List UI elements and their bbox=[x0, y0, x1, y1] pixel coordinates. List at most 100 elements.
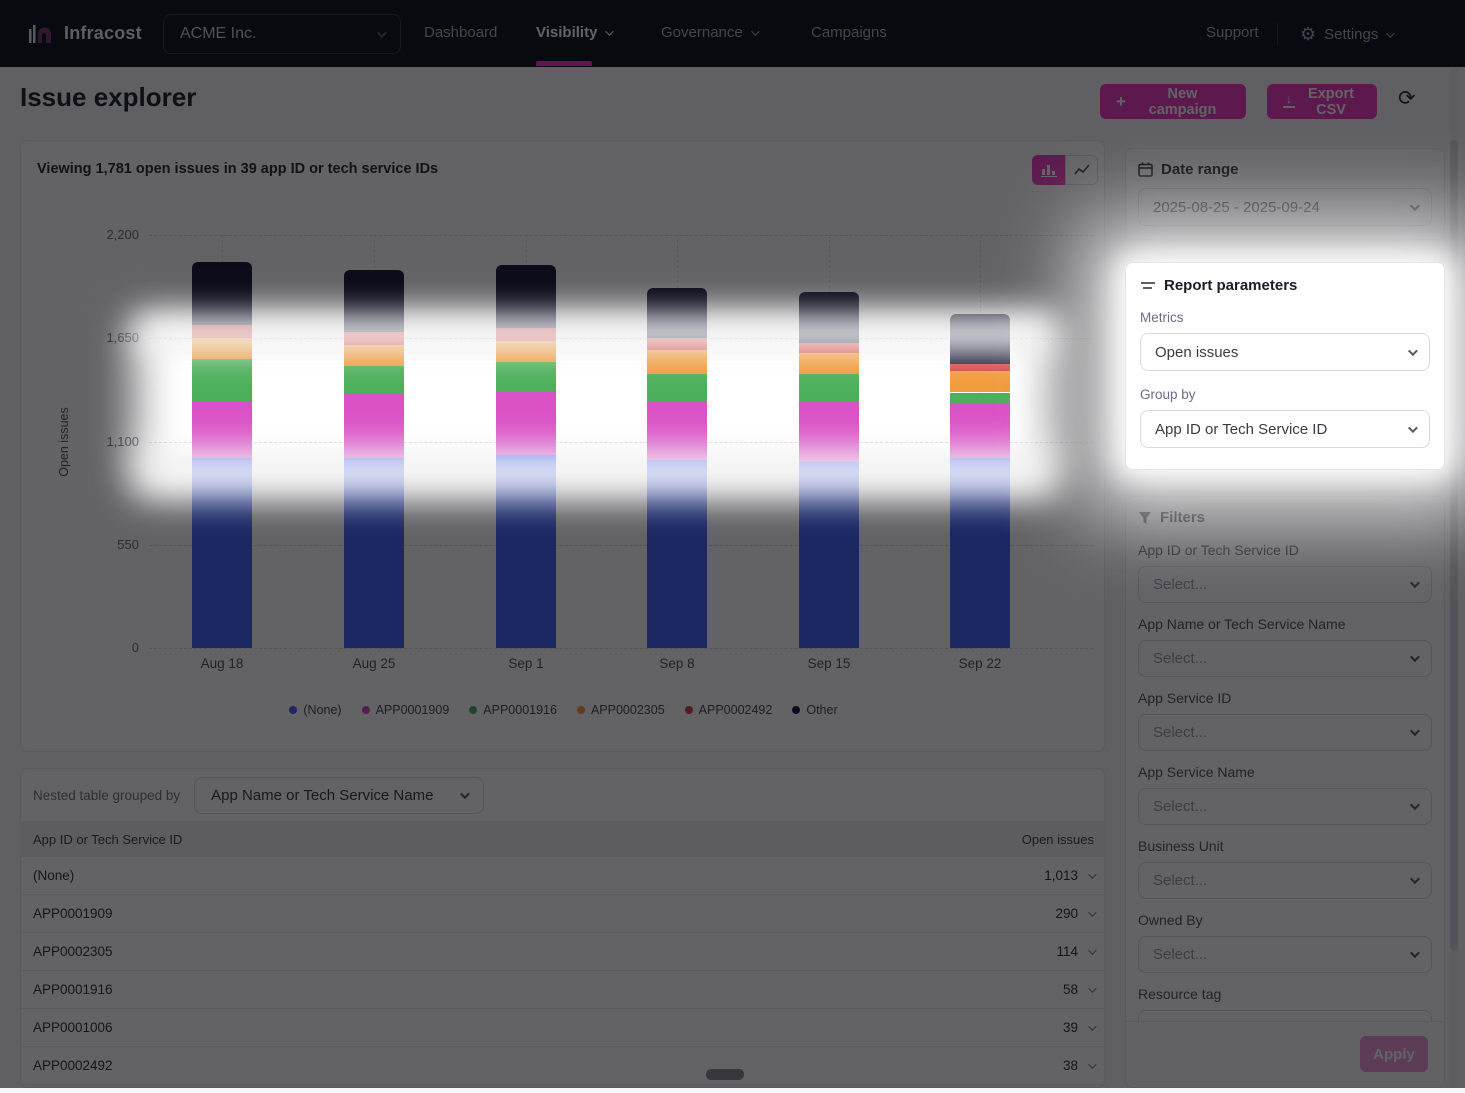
chevron-down-icon bbox=[1409, 948, 1420, 959]
gear-icon: ⚙ bbox=[1300, 24, 1317, 44]
legend-dot bbox=[361, 706, 370, 714]
report-parameters-title-row: Report parameters bbox=[1140, 277, 1430, 294]
table-row[interactable]: (None) 1,013 bbox=[21, 857, 1104, 895]
table-row[interactable]: APP0002492 38 bbox=[21, 1047, 1104, 1085]
nav-item-visibility[interactable]: Visibility bbox=[536, 24, 615, 41]
table-row[interactable]: APP0001916 58 bbox=[21, 971, 1104, 1009]
filter-field-label: App Service ID bbox=[1138, 690, 1232, 706]
export-csv-label: Export CSV bbox=[1308, 85, 1354, 118]
bar-segment bbox=[192, 359, 252, 402]
bar-segment bbox=[344, 394, 404, 458]
row-value: 38 bbox=[1062, 1058, 1078, 1073]
bar-segment bbox=[647, 288, 707, 339]
group-by-select[interactable]: App ID or Tech Service ID bbox=[1140, 410, 1430, 448]
row-expand-chevron-icon[interactable] bbox=[1088, 945, 1097, 955]
legend-item[interactable]: APP0002492 bbox=[684, 703, 772, 717]
gridline bbox=[149, 235, 1093, 236]
nav-item-dashboard[interactable]: Dashboard bbox=[424, 24, 497, 41]
x-axis-tick-label: Sep 1 bbox=[508, 656, 544, 671]
bar-segment bbox=[799, 343, 859, 354]
row-expand-chevron-icon[interactable] bbox=[1088, 869, 1097, 879]
row-value: 58 bbox=[1062, 982, 1078, 997]
filter-select[interactable]: Select... bbox=[1138, 862, 1432, 899]
filter-select[interactable]: Select... bbox=[1138, 936, 1432, 973]
filter-select[interactable]: Select... bbox=[1138, 788, 1432, 825]
bar-segment bbox=[192, 458, 252, 648]
table-row[interactable]: APP0001909 290 bbox=[21, 895, 1104, 933]
filter-select-placeholder: Select... bbox=[1153, 724, 1208, 741]
filter-select[interactable]: Select... bbox=[1138, 714, 1432, 751]
row-value: 39 bbox=[1062, 1020, 1078, 1035]
row-expand-chevron-icon[interactable] bbox=[1088, 983, 1097, 993]
table-row[interactable]: APP0001006 39 bbox=[21, 1009, 1104, 1047]
row-app-id: APP0001909 bbox=[33, 906, 113, 921]
row-value: 290 bbox=[1055, 906, 1078, 921]
bar-segment bbox=[496, 328, 556, 342]
brand-logo[interactable]: Infracost bbox=[28, 21, 142, 47]
calendar-icon bbox=[1138, 162, 1153, 177]
infracost-logo-icon bbox=[29, 24, 51, 43]
legend-dot bbox=[792, 706, 801, 714]
gridline bbox=[149, 648, 1093, 649]
bar-segment bbox=[950, 457, 1010, 648]
bar-segment bbox=[192, 262, 252, 326]
horizontal-scrollbar-thumb[interactable] bbox=[706, 1069, 744, 1080]
nav-item-settings[interactable]: ⚙ Settings bbox=[1300, 24, 1396, 45]
grouped-by-label: Nested table grouped by bbox=[33, 787, 181, 803]
new-campaign-button[interactable]: + New campaign bbox=[1100, 84, 1246, 119]
legend-dot bbox=[469, 706, 478, 714]
nav-item-campaigns[interactable]: Campaigns bbox=[811, 24, 887, 41]
filter-select[interactable]: Select... bbox=[1138, 566, 1432, 603]
nav-item-governance[interactable]: Governance bbox=[661, 24, 760, 41]
legend-item[interactable]: APP0001909 bbox=[361, 703, 449, 717]
filter-select-placeholder: Select... bbox=[1153, 798, 1208, 815]
legend-item[interactable]: APP0001916 bbox=[469, 703, 557, 717]
legend-item[interactable]: (None) bbox=[289, 703, 342, 717]
row-open-issues: 39 bbox=[1062, 1020, 1097, 1035]
bar-segment bbox=[799, 292, 859, 344]
date-range-select[interactable]: 2025-08-25 - 2025-09-24 bbox=[1138, 188, 1432, 226]
grouped-by-select[interactable]: App Name or Tech Service Name bbox=[194, 776, 485, 814]
bar-segment bbox=[799, 374, 859, 403]
filters-title-row: Filters bbox=[1138, 509, 1432, 526]
chart-panel: Viewing 1,781 open issues in 39 app ID o… bbox=[20, 140, 1105, 752]
filter-field: App Service Name Select... bbox=[1138, 764, 1432, 825]
bar-segment bbox=[496, 392, 556, 455]
legend-item[interactable]: APP0002305 bbox=[576, 703, 665, 717]
filter-select[interactable]: Select... bbox=[1138, 640, 1432, 677]
bar-segment bbox=[344, 332, 404, 345]
filter-field-label: App ID or Tech Service ID bbox=[1138, 542, 1299, 558]
x-axis-tick-label: Sep 22 bbox=[958, 656, 1002, 671]
x-axis-tick-label: Sep 8 bbox=[659, 656, 695, 671]
refresh-icon[interactable]: ⟳ bbox=[1398, 87, 1416, 110]
apply-button[interactable]: Apply bbox=[1360, 1036, 1428, 1072]
y-tick-label: 550 bbox=[117, 536, 139, 552]
filter-fields: App ID or Tech Service ID Select... App Na… bbox=[1138, 542, 1432, 1047]
table-row[interactable]: APP0002305 114 bbox=[21, 933, 1104, 971]
bar-segment bbox=[950, 363, 1010, 372]
metrics-select[interactable]: Open issues bbox=[1140, 333, 1430, 371]
plus-icon: + bbox=[1116, 91, 1126, 111]
row-app-id: (None) bbox=[33, 868, 75, 883]
bar-segment bbox=[344, 270, 404, 333]
y-tick-label: 1,650 bbox=[106, 330, 139, 346]
row-expand-chevron-icon[interactable] bbox=[1088, 1021, 1097, 1031]
bar-segment bbox=[647, 350, 707, 375]
legend-label: Other bbox=[806, 703, 838, 717]
row-expand-chevron-icon[interactable] bbox=[1088, 1059, 1097, 1069]
nav-item-support[interactable]: Support bbox=[1206, 24, 1259, 41]
chevron-down-icon bbox=[1407, 422, 1418, 433]
bar-segment bbox=[192, 325, 252, 339]
org-selector[interactable]: ACME Inc. bbox=[163, 14, 401, 54]
vertical-scrollbar-thumb[interactable] bbox=[1450, 140, 1458, 950]
legend-item[interactable]: Other bbox=[792, 703, 838, 717]
filter-field: App Service ID Select... bbox=[1138, 690, 1432, 751]
row-expand-chevron-icon[interactable] bbox=[1088, 907, 1097, 917]
legend-dot bbox=[576, 706, 585, 714]
legend-label: APP0001916 bbox=[483, 703, 557, 717]
legend-dot bbox=[289, 706, 298, 714]
table-body: (None) 1,013 APP0001909 290 APP0002305 114 APP… bbox=[21, 857, 1104, 1085]
y-tick-label: 0 bbox=[131, 640, 139, 655]
chevron-down-icon bbox=[1386, 28, 1396, 38]
export-csv-button[interactable]: ↓ Export CSV bbox=[1267, 84, 1377, 119]
